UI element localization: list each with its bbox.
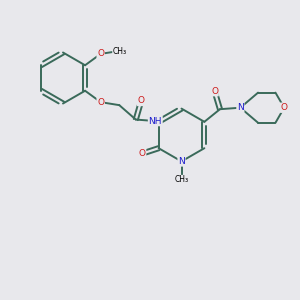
Text: NH: NH: [148, 116, 162, 125]
Text: O: O: [211, 87, 218, 96]
Text: N: N: [178, 157, 185, 166]
Text: CH₃: CH₃: [174, 176, 189, 184]
Text: O: O: [97, 98, 104, 106]
Text: CH₃: CH₃: [113, 47, 127, 56]
Text: O: O: [138, 96, 145, 105]
Text: O: O: [139, 149, 145, 158]
Text: O: O: [281, 103, 288, 112]
Text: O: O: [97, 49, 104, 58]
Text: N: N: [237, 103, 244, 112]
